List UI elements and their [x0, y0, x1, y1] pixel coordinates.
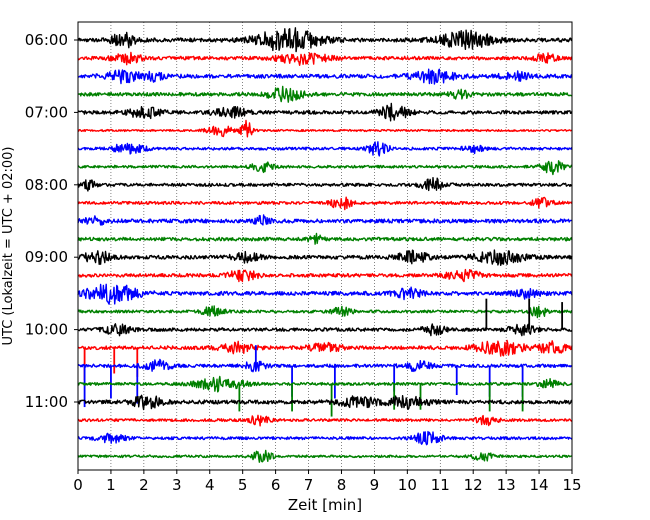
- y-tick-label: 08:00: [25, 176, 68, 194]
- x-tick-label: 2: [139, 476, 149, 494]
- x-tick-label: 14: [530, 476, 549, 494]
- trace-08:30: [77, 214, 573, 226]
- trace-07:00: [77, 102, 573, 122]
- trace-06:00: [77, 27, 573, 53]
- trace-10:15: [77, 339, 573, 357]
- trace-06:30: [77, 68, 573, 85]
- x-tick-label: 10: [398, 476, 417, 494]
- y-tick-label: 07:00: [25, 103, 68, 121]
- x-tick-label: 6: [271, 476, 281, 494]
- trace-09:45: [77, 305, 573, 319]
- trace-10:00: [77, 323, 573, 337]
- trace-10:45: [77, 375, 573, 393]
- x-tick-label: 3: [172, 476, 182, 494]
- x-tick-label: 0: [73, 476, 83, 494]
- trace-11:00: [77, 394, 573, 411]
- seismic-traces: [77, 27, 573, 463]
- trace-06:45: [77, 85, 573, 103]
- x-tick-label: 4: [205, 476, 215, 494]
- trace-08:45: [77, 232, 573, 245]
- y-axis-ticks: 06:00 07:00 08:00 09:00 10:00 11:00: [25, 31, 78, 411]
- y-axis-label: UTC (Lokalzeit = UTC + 02:00): [1, 147, 16, 346]
- x-tick-label: 8: [337, 476, 347, 494]
- y-tick-label: 09:00: [25, 248, 68, 266]
- y-tick-label: 10:00: [25, 321, 68, 339]
- x-tick-label: 12: [464, 476, 483, 494]
- x-axis-ticks: 0 1 2 3 4 5 6 7 8 9 10 11 12 13 14 15: [73, 470, 582, 494]
- x-tick-label: 7: [304, 476, 314, 494]
- trace-11:15: [77, 414, 573, 427]
- y-tick-label: 06:00: [25, 31, 68, 49]
- x-tick-label: 9: [370, 476, 380, 494]
- x-tick-label: 5: [238, 476, 248, 494]
- x-tick-label: 11: [431, 476, 450, 494]
- trace-09:00: [77, 249, 573, 266]
- trace-07:15: [77, 119, 573, 138]
- x-tick-label: 15: [562, 476, 581, 494]
- trace-09:30: [77, 283, 573, 305]
- plot-frame: [77, 21, 573, 471]
- trace-07:30: [77, 141, 573, 157]
- x-tick-label: 1: [106, 476, 116, 494]
- x-tick-label: 13: [497, 476, 516, 494]
- y-tick-label: 11:00: [25, 393, 68, 411]
- trace-08:15: [77, 196, 573, 211]
- x-axis-label: Zeit [min]: [288, 496, 362, 514]
- trace-09:15: [77, 268, 573, 283]
- trace-06:15: [77, 51, 573, 66]
- trace-08:00: [77, 177, 573, 192]
- trace-11:45: [77, 449, 573, 463]
- trace-11:30: [77, 430, 573, 446]
- trace-07:45: [77, 160, 573, 176]
